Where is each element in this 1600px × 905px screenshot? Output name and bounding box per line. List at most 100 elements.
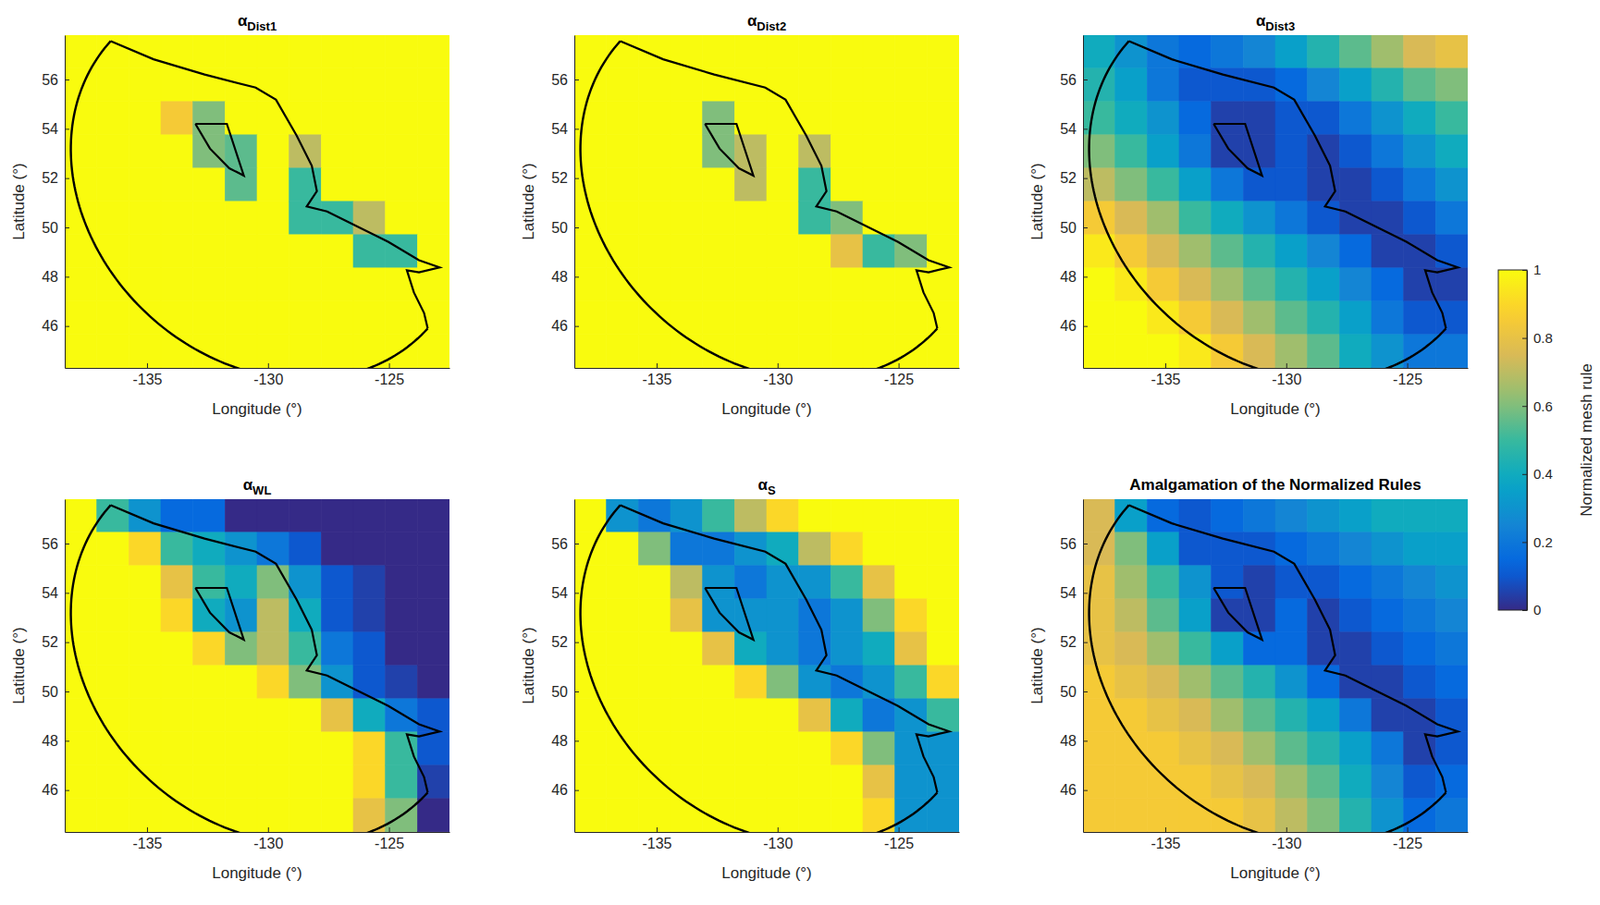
heat-cell <box>417 699 450 733</box>
tick: 48 <box>41 733 70 750</box>
heat-cell <box>1275 268 1308 302</box>
title-symbol: α <box>1255 12 1267 30</box>
tick-label: -130 <box>253 836 284 852</box>
heat-cell <box>926 68 960 102</box>
tick: 54 <box>1059 585 1088 602</box>
tick: -130 <box>253 827 284 852</box>
heat-cell <box>1339 201 1372 235</box>
heat-cell <box>1146 632 1180 666</box>
heat-cell <box>289 68 322 102</box>
tick-mark <box>64 790 70 792</box>
heat-cell <box>97 168 130 202</box>
y-axis: 464850525456 <box>551 36 579 370</box>
heat-cell <box>353 135 386 169</box>
tick-mark <box>1522 270 1527 271</box>
heat-cell <box>1371 201 1404 235</box>
tick-label: 0.4 <box>1533 466 1553 482</box>
coastline <box>110 504 441 793</box>
tick-label: 48 <box>1059 269 1077 285</box>
heat-cell <box>895 765 928 800</box>
heat-cell <box>353 168 386 202</box>
plot-area <box>574 499 960 833</box>
domain-boundary <box>71 504 429 833</box>
heat-cell <box>1115 68 1148 102</box>
heat-cell <box>128 68 161 102</box>
tick: 56 <box>1059 536 1088 553</box>
heat-cell <box>638 765 671 800</box>
heat-cell <box>1243 765 1276 800</box>
heat-cell <box>193 632 226 666</box>
heat-cell <box>574 334 607 369</box>
heat-cell <box>799 499 832 533</box>
tick-label: 52 <box>1059 634 1077 651</box>
heat-cell <box>1275 732 1308 766</box>
tick-label: 0.2 <box>1533 534 1553 551</box>
heat-cell <box>1083 499 1116 533</box>
heat-cell <box>1243 301 1276 335</box>
tick-label: 48 <box>551 733 568 750</box>
heat-cell <box>638 234 671 269</box>
heat-cell <box>320 765 354 800</box>
tick-label: 52 <box>551 170 568 186</box>
heat-cell <box>128 665 161 700</box>
heat-cell <box>1083 532 1116 567</box>
heat-cell <box>702 699 736 733</box>
heat-cell <box>1179 201 1212 235</box>
heat-cell <box>1339 599 1372 633</box>
heat-cell <box>895 268 928 302</box>
heat-cell <box>734 35 767 69</box>
y-axis: 464850525456 <box>41 500 70 834</box>
heat-cell <box>320 699 354 733</box>
heat-cell <box>1275 301 1308 335</box>
tick: 52 <box>1059 634 1088 651</box>
axis-line <box>1083 36 1084 370</box>
heat-cell <box>766 234 800 269</box>
heat-cell <box>702 268 736 302</box>
island-coastline <box>1213 123 1262 176</box>
heat-cell <box>1115 201 1148 235</box>
heat-cell <box>1083 301 1116 335</box>
heat-cell <box>1435 201 1468 235</box>
tick: 50 <box>1059 684 1088 701</box>
heat-cell <box>128 632 161 666</box>
tick-label: 54 <box>551 585 568 602</box>
heat-cell <box>1275 599 1308 633</box>
tick-label: 56 <box>41 72 59 88</box>
heat-cell <box>1307 732 1341 766</box>
heat-cell <box>1435 135 1468 169</box>
heat-cell <box>1435 234 1468 269</box>
heat-cell <box>799 799 832 833</box>
title-subscript: Dist1 <box>246 19 277 34</box>
heat-cell <box>895 632 928 666</box>
heat-cell <box>926 201 960 235</box>
heat-cell <box>862 699 896 733</box>
tick-mark <box>1286 827 1288 833</box>
heat-cell <box>1275 665 1308 700</box>
heat-cell <box>1371 68 1404 102</box>
heat-cell <box>289 699 322 733</box>
tick-mark <box>574 227 579 229</box>
heat-cell <box>670 201 703 235</box>
heat-cell <box>1146 201 1180 235</box>
heat-cell <box>257 268 290 302</box>
heat-cell <box>1211 665 1244 700</box>
tick-mark <box>574 592 579 594</box>
heat-cell <box>224 599 258 633</box>
heat-cell <box>702 632 736 666</box>
heat-cell <box>1115 566 1148 600</box>
heat-cell <box>895 301 928 335</box>
heat-cell <box>1083 765 1116 800</box>
heat-cell <box>353 35 386 69</box>
tick-mark <box>574 790 579 792</box>
heat-cell <box>64 499 98 533</box>
title-symbol: α <box>747 12 758 30</box>
heat-cell <box>193 765 226 800</box>
heat-cell <box>1435 765 1468 800</box>
heat-cell <box>97 101 130 136</box>
heat-cell <box>926 101 960 136</box>
y-axis-title: Latitude (°) <box>519 627 538 704</box>
heat-cell <box>862 732 896 766</box>
tick: 52 <box>41 634 70 651</box>
heat-cell <box>830 68 863 102</box>
heat-cell <box>1083 665 1116 700</box>
